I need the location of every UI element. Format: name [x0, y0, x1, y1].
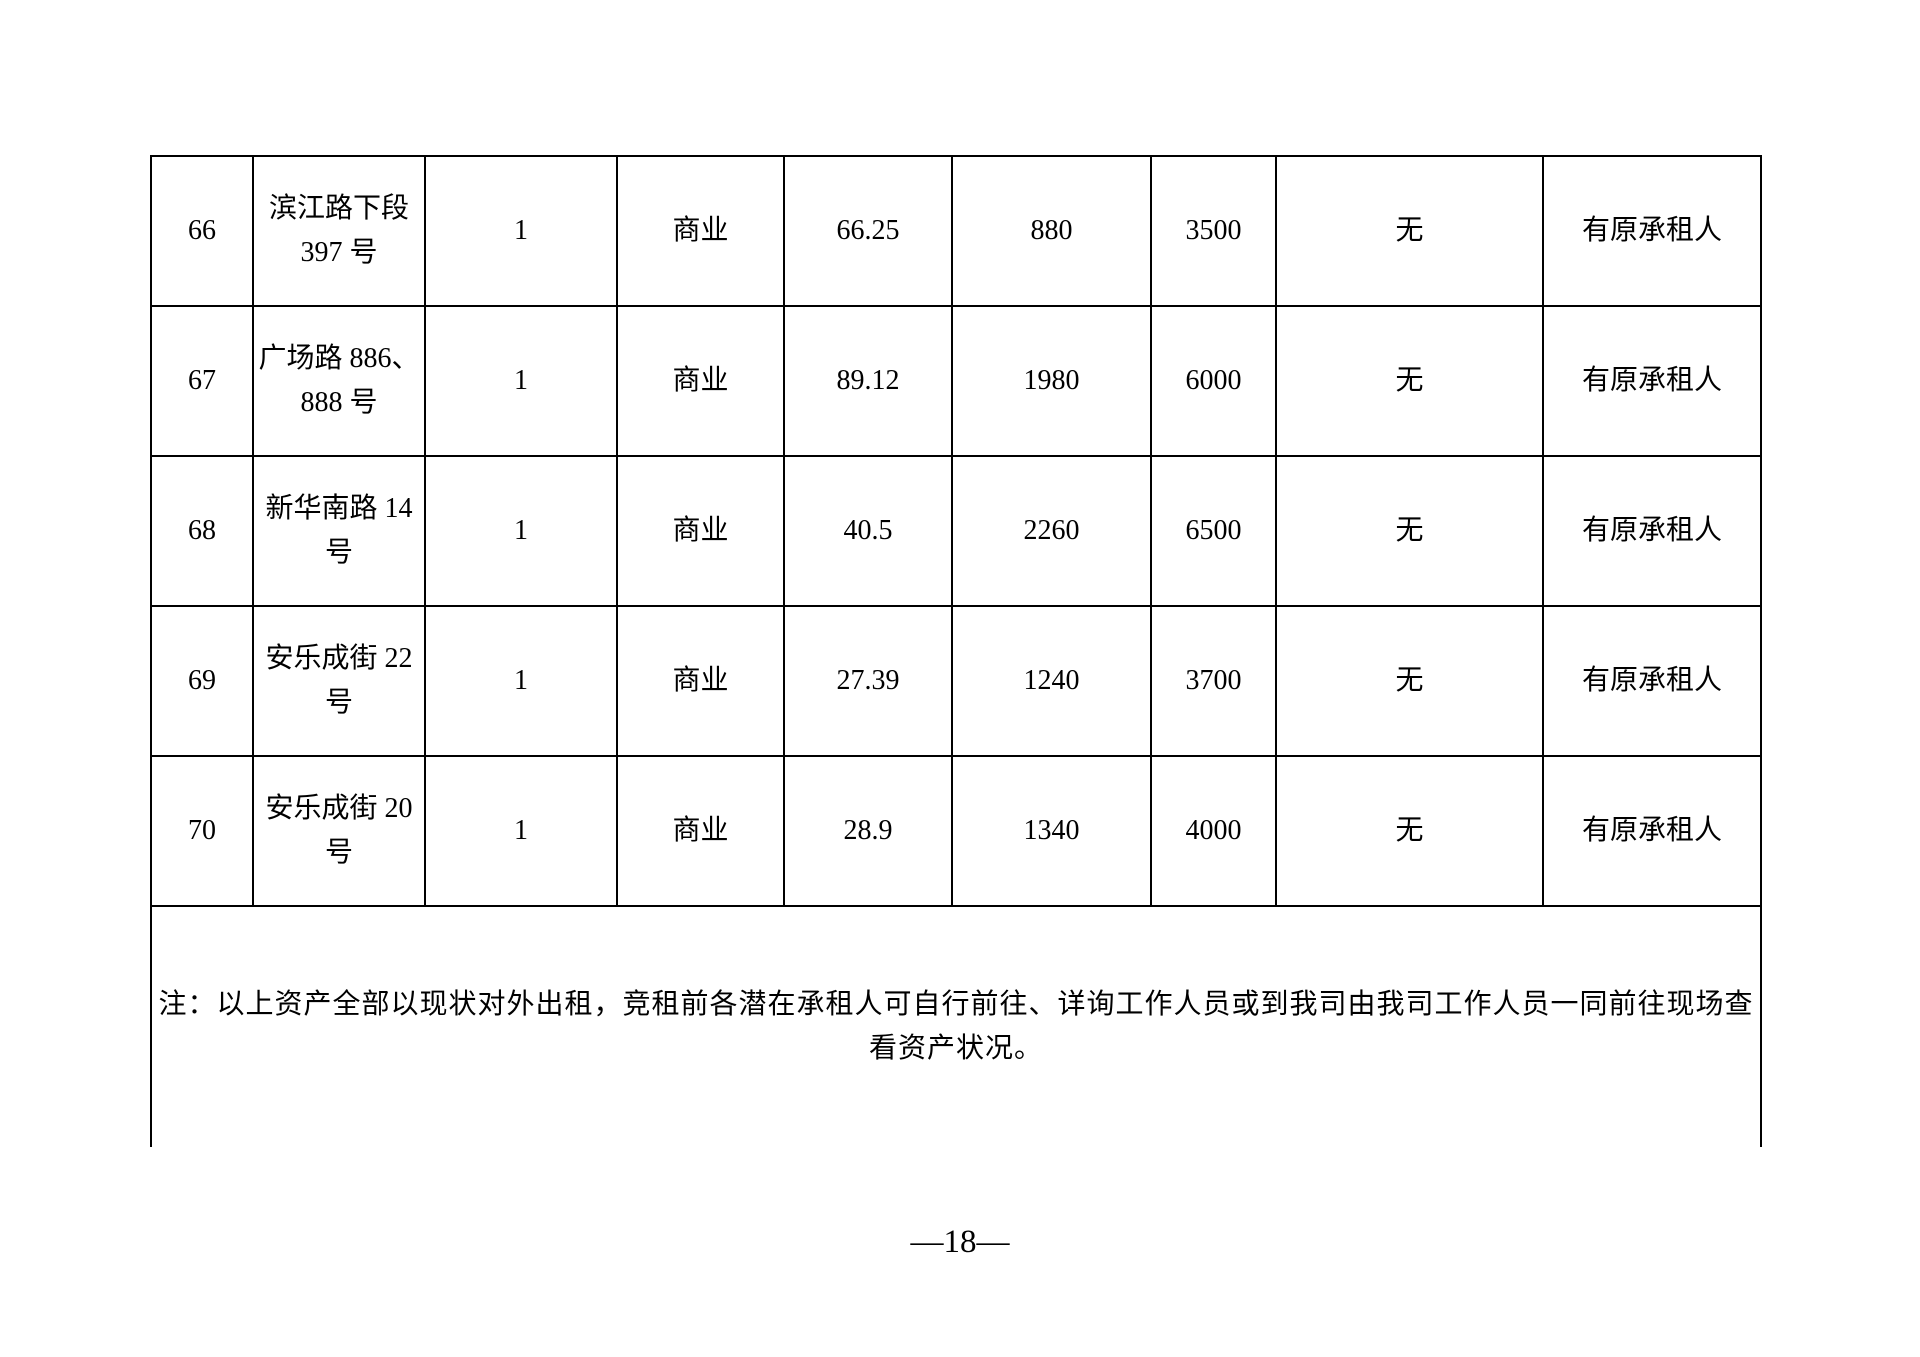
quantity-cell: 1	[424, 305, 618, 457]
seq-cell: 66	[150, 155, 254, 307]
table-row: 69 安乐成街 22 号 1 商业 27.39 1240 3700 无 有原承租…	[150, 605, 1762, 757]
quantity-cell: 1	[424, 455, 618, 607]
address-cell: 安乐成街 22 号	[252, 605, 426, 757]
deposit-cell: 6000	[1150, 305, 1277, 457]
page-number: —18—	[910, 1224, 1010, 1260]
remark-cell: 有原承租人	[1542, 155, 1762, 307]
monthly-rent-cell: 1340	[951, 755, 1152, 907]
encumbrance-cell: 无	[1275, 155, 1544, 307]
quantity-cell: 1	[424, 155, 618, 307]
monthly-rent-cell: 2260	[951, 455, 1152, 607]
remark-cell: 有原承租人	[1542, 455, 1762, 607]
usage-cell: 商业	[616, 305, 785, 457]
monthly-rent-cell: 1240	[951, 605, 1152, 757]
seq-cell: 70	[150, 755, 254, 907]
remark-cell: 有原承租人	[1542, 305, 1762, 457]
remark-cell: 有原承租人	[1542, 755, 1762, 907]
deposit-cell: 3700	[1150, 605, 1277, 757]
address-cell: 安乐成街 20 号	[252, 755, 426, 907]
deposit-cell: 3500	[1150, 155, 1277, 307]
quantity-cell: 1	[424, 605, 618, 757]
monthly-rent-cell: 1980	[951, 305, 1152, 457]
address-cell: 滨江路下段 397 号	[252, 155, 426, 307]
deposit-cell: 6500	[1150, 455, 1277, 607]
remark-cell: 有原承租人	[1542, 605, 1762, 757]
usage-cell: 商业	[616, 455, 785, 607]
note-row: 注：以上资产全部以现状对外出租，竞租前各潜在承租人可自行前往、详询工作人员或到我…	[150, 905, 1762, 1147]
encumbrance-cell: 无	[1275, 305, 1544, 457]
usage-cell: 商业	[616, 605, 785, 757]
seq-cell: 68	[150, 455, 254, 607]
area-cell: 40.5	[783, 455, 953, 607]
quantity-cell: 1	[424, 755, 618, 907]
seq-cell: 69	[150, 605, 254, 757]
table-row: 68 新华南路 14 号 1 商业 40.5 2260 6500 无 有原承租人	[150, 455, 1762, 607]
area-cell: 66.25	[783, 155, 953, 307]
usage-cell: 商业	[616, 755, 785, 907]
seq-cell: 67	[150, 305, 254, 457]
address-cell: 广场路 886、 888 号	[252, 305, 426, 457]
encumbrance-cell: 无	[1275, 755, 1544, 907]
table-row: 70 安乐成街 20 号 1 商业 28.9 1340 4000 无 有原承租人	[150, 755, 1762, 907]
asset-rental-table: 66 滨江路下段 397 号 1 商业 66.25 880 3500 无 有原承…	[150, 155, 1762, 1147]
encumbrance-cell: 无	[1275, 455, 1544, 607]
area-cell: 89.12	[783, 305, 953, 457]
table-row: 66 滨江路下段 397 号 1 商业 66.25 880 3500 无 有原承…	[150, 155, 1762, 307]
usage-cell: 商业	[616, 155, 785, 307]
encumbrance-cell: 无	[1275, 605, 1544, 757]
monthly-rent-cell: 880	[951, 155, 1152, 307]
area-cell: 28.9	[783, 755, 953, 907]
deposit-cell: 4000	[1150, 755, 1277, 907]
table-row: 67 广场路 886、 888 号 1 商业 89.12 1980 6000 无…	[150, 305, 1762, 457]
table-note: 注：以上资产全部以现状对外出租，竞租前各潜在承租人可自行前往、详询工作人员或到我…	[150, 905, 1762, 1147]
area-cell: 27.39	[783, 605, 953, 757]
address-cell: 新华南路 14 号	[252, 455, 426, 607]
